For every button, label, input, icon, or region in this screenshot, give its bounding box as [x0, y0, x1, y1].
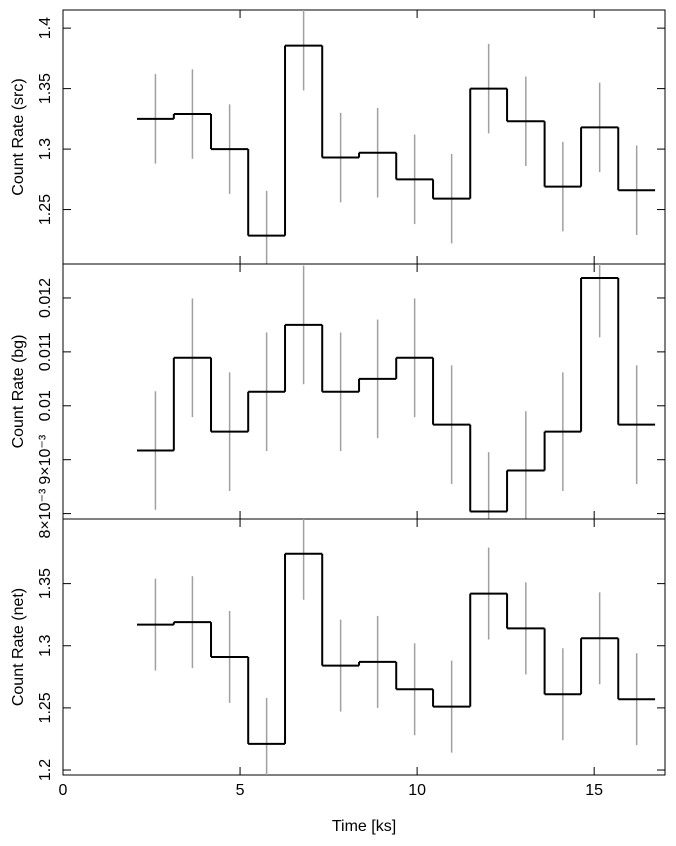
y-axis-label: Count Rate (net): [10, 588, 27, 706]
x-axis-label: Time [ks]: [332, 818, 396, 835]
plot-frame: [62, 518, 666, 776]
x-tick-label: 10: [408, 782, 426, 799]
plot-frame: [62, 9, 666, 265]
y-tick-label: 0.011: [37, 332, 54, 371]
x-tick-label: 0: [59, 782, 68, 799]
y-tick-label: 1.4: [37, 17, 54, 39]
y-tick-label: 1.3: [37, 635, 54, 657]
plot-frame: [62, 263, 666, 520]
y-tick-label: 0.01: [37, 390, 54, 421]
y-tick-label: 9×10⁻³: [37, 434, 54, 484]
y-tick-label: 1.35: [37, 73, 54, 104]
y-tick-label: 8×10⁻³: [37, 488, 54, 538]
y-axis-label: Count Rate (src): [10, 78, 27, 195]
y-axis-label: Count Rate (bg): [10, 335, 27, 449]
y-tick-label: 1.3: [37, 138, 54, 160]
y-tick-label: 1.25: [37, 692, 54, 723]
y-tick-label: 1.2: [37, 759, 54, 781]
y-tick-label: 1.25: [37, 194, 54, 225]
x-tick-label: 15: [585, 782, 603, 799]
x-tick-label: 5: [236, 782, 245, 799]
y-tick-label: 0.012: [37, 278, 54, 318]
y-tick-label: 1.35: [37, 568, 54, 599]
